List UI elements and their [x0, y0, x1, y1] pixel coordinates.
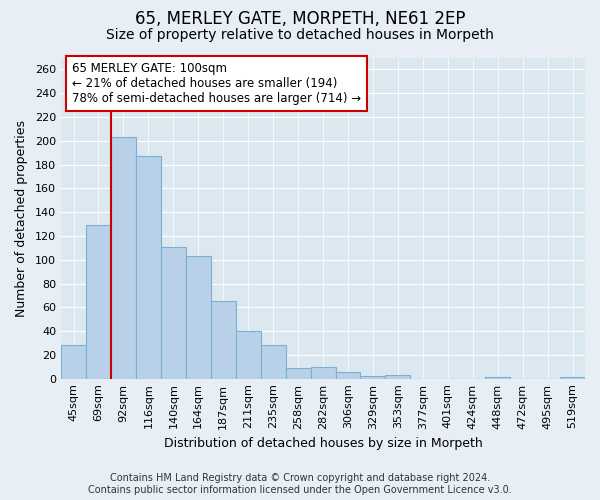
Bar — [311, 367, 335, 378]
Bar — [286, 368, 311, 378]
Bar — [361, 376, 385, 378]
Bar — [335, 372, 361, 378]
Bar — [385, 375, 410, 378]
Bar — [136, 156, 161, 378]
Text: Size of property relative to detached houses in Morpeth: Size of property relative to detached ho… — [106, 28, 494, 42]
Bar — [260, 346, 286, 378]
Bar — [186, 256, 211, 378]
Bar — [236, 331, 260, 378]
Y-axis label: Number of detached properties: Number of detached properties — [15, 120, 28, 316]
Bar — [61, 346, 86, 378]
Bar — [211, 302, 236, 378]
Bar — [161, 246, 186, 378]
Bar — [86, 225, 111, 378]
Text: 65, MERLEY GATE, MORPETH, NE61 2EP: 65, MERLEY GATE, MORPETH, NE61 2EP — [135, 10, 465, 28]
Text: 65 MERLEY GATE: 100sqm
← 21% of detached houses are smaller (194)
78% of semi-de: 65 MERLEY GATE: 100sqm ← 21% of detached… — [71, 62, 361, 106]
X-axis label: Distribution of detached houses by size in Morpeth: Distribution of detached houses by size … — [164, 437, 482, 450]
Text: Contains HM Land Registry data © Crown copyright and database right 2024.
Contai: Contains HM Land Registry data © Crown c… — [88, 474, 512, 495]
Bar — [111, 137, 136, 378]
